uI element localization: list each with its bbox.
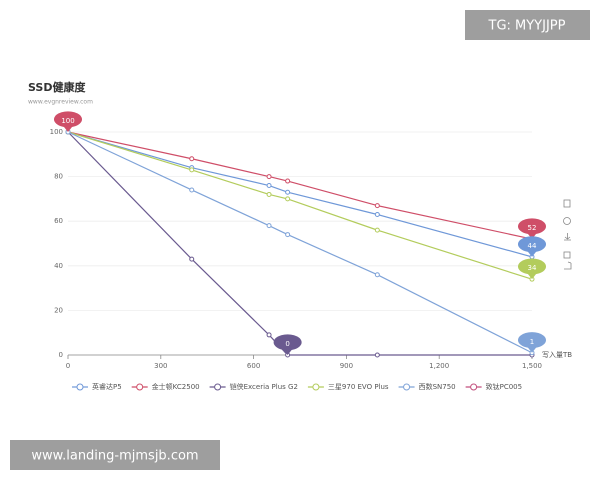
watermark-box — [10, 440, 220, 470]
data-point — [266, 223, 272, 229]
legend-swatch — [76, 383, 84, 391]
pin — [273, 334, 302, 355]
data-point — [266, 174, 272, 180]
data-label: 44 — [528, 242, 537, 250]
pin — [518, 218, 546, 240]
x-tick-label: 1,200 — [429, 362, 449, 370]
pin — [518, 332, 546, 353]
legend-item[interactable]: 致钛PC005 — [465, 382, 522, 391]
legend-item[interactable]: 英睿达P5 — [72, 382, 122, 391]
tool-icon[interactable] — [564, 261, 572, 270]
y-tick-label: 40 — [54, 262, 63, 270]
legend-item[interactable]: 金士顿KC2500 — [131, 382, 200, 391]
tool-icon[interactable] — [564, 233, 571, 241]
legend-swatch — [403, 383, 411, 391]
legend-item[interactable]: 三星970 EVO Plus — [307, 383, 389, 391]
x-tick-label: 0 — [66, 362, 70, 370]
legend-item[interactable]: 铠侠Exceria Plus G2 — [209, 382, 298, 391]
watermark: TG: MYYJJPP — [488, 19, 566, 34]
data-point — [374, 272, 380, 278]
chart-subtitle: www.evgnreview.com — [28, 99, 93, 106]
data-label: 52 — [528, 224, 537, 232]
legend-swatch — [136, 383, 144, 391]
x-tick-label: 1,500 — [522, 362, 542, 370]
data-point — [374, 227, 380, 233]
data-point — [285, 189, 291, 195]
y-tick-label: 20 — [54, 306, 63, 314]
legend: 英睿达P5 金士顿KC2500 铠侠Exceria Plus G2 三星970 EVO… — [72, 382, 522, 391]
data-point — [285, 232, 291, 238]
legend-label: 致钛PC005 — [486, 382, 522, 391]
tool-icon[interactable] — [563, 251, 571, 259]
legend-item[interactable]: 西数SN750 — [398, 382, 456, 391]
legend-swatch — [312, 383, 320, 391]
data-point — [374, 203, 380, 209]
data-point — [285, 178, 291, 184]
series-line — [67, 131, 533, 280]
data-point — [285, 196, 291, 202]
data-point — [189, 156, 195, 162]
data-label: 1 — [530, 338, 534, 346]
data-label: 100 — [61, 117, 74, 125]
y-tick-label: 100 — [50, 128, 63, 136]
legend-label: 西数SN750 — [419, 382, 456, 391]
legend-label: 三星970 EVO Plus — [328, 383, 389, 391]
data-point — [266, 332, 272, 338]
x-tick-label: 900 — [340, 362, 353, 370]
data-label: 34 — [528, 264, 537, 272]
series-line — [67, 131, 533, 258]
pin — [518, 258, 546, 280]
data-point — [266, 191, 272, 197]
watermark-box — [465, 10, 590, 40]
tool-icon[interactable] — [563, 199, 571, 208]
data-point — [189, 256, 195, 262]
data-point — [266, 183, 272, 189]
tool-icon[interactable] — [563, 217, 571, 225]
chart-title: SSD健康度 — [28, 80, 86, 94]
y-tick-label: 80 — [54, 173, 63, 181]
legend-swatch — [470, 383, 478, 391]
x-axis-label: 写入量TB — [542, 351, 572, 359]
data-point — [189, 167, 195, 173]
toolbox[interactable] — [563, 199, 572, 270]
legend-label: 金士顿KC2500 — [152, 382, 200, 391]
watermark: www.landing-mjmsjb.com — [31, 449, 198, 464]
data-point — [189, 187, 195, 193]
y-tick-label: 60 — [54, 217, 63, 225]
pin — [518, 236, 546, 257]
data-label: 0 — [285, 340, 289, 348]
x-tick-label: 300 — [154, 362, 167, 370]
legend-swatch — [214, 383, 222, 391]
data-point — [374, 352, 380, 358]
pin — [54, 111, 83, 132]
legend-label: 铠侠Exceria Plus G2 — [230, 382, 298, 391]
data-point — [374, 212, 380, 218]
series-line — [67, 131, 533, 354]
x-tick-label: 600 — [247, 362, 260, 370]
legend-label: 英睿达P5 — [92, 382, 122, 391]
y-tick-label: 0 — [59, 351, 63, 359]
series-line — [67, 131, 533, 240]
